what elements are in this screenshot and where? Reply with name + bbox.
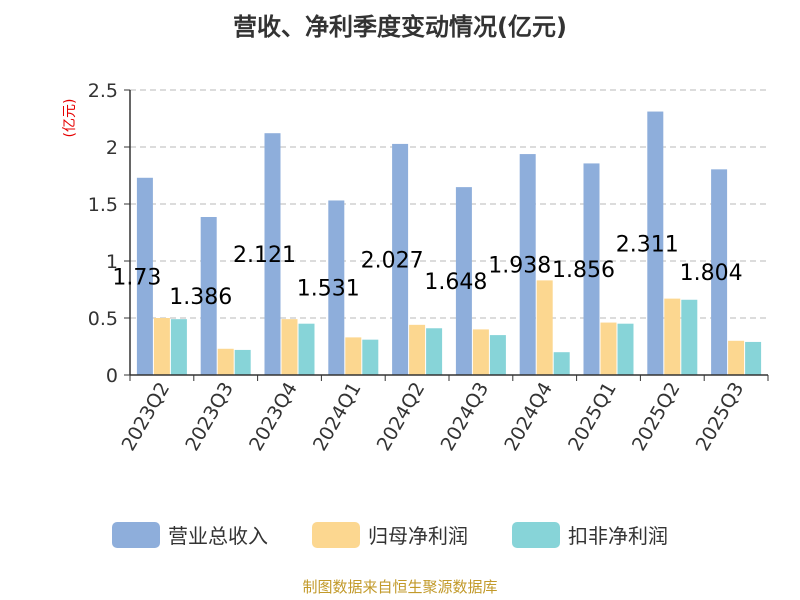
x-tick-label: 2024Q2 — [373, 379, 430, 455]
y-tick-label: 0 — [106, 365, 118, 387]
bar-series-1-2025Q2[interactable] — [664, 298, 681, 375]
bar-series-2-2023Q3[interactable] — [234, 349, 251, 375]
bar-series-1-2023Q2[interactable] — [153, 318, 170, 375]
data-label: 1.531 — [297, 277, 360, 302]
bar-series-2-2023Q2[interactable] — [170, 319, 187, 375]
legend-swatch — [312, 522, 360, 548]
bar-series-2-2024Q1[interactable] — [362, 339, 379, 375]
bar-series-2-2025Q3[interactable] — [745, 341, 762, 375]
bar-series-1-2024Q1[interactable] — [345, 337, 362, 375]
legend-swatch — [512, 522, 560, 548]
x-tick-label: 2025Q3 — [692, 379, 749, 455]
bar-series-0-2024Q2[interactable] — [392, 143, 409, 375]
data-label: 1.804 — [680, 261, 743, 286]
data-label: 1.386 — [169, 285, 232, 310]
y-tick-label: 0.5 — [88, 308, 118, 330]
legend-item-1[interactable]: 归母净利润 — [312, 522, 468, 548]
data-label: 1.73 — [112, 265, 161, 290]
x-tick-label: 2025Q1 — [564, 379, 621, 455]
bars — [136, 111, 762, 376]
bar-series-0-2024Q3[interactable] — [455, 187, 472, 375]
bar-series-2-2025Q2[interactable] — [681, 299, 698, 375]
data-label: 2.311 — [616, 232, 679, 257]
data-label: 1.938 — [488, 254, 551, 279]
bar-series-2-2023Q4[interactable] — [298, 323, 315, 375]
bar-series-1-2025Q3[interactable] — [728, 340, 745, 375]
data-label: 1.648 — [424, 270, 487, 295]
legend-item-2[interactable]: 扣非净利润 — [512, 522, 668, 548]
bar-series-1-2025Q1[interactable] — [600, 322, 617, 375]
y-axis-unit-label: (亿元) — [62, 99, 78, 138]
chart-title: 营收、净利季度变动情况(亿元) — [233, 13, 567, 41]
y-tick-label: 2.5 — [88, 80, 118, 102]
legend-item-0[interactable]: 营业总收入 — [112, 522, 268, 548]
bar-series-0-2024Q1[interactable] — [328, 200, 345, 375]
x-tick-label: 2023Q2 — [117, 379, 174, 455]
y-tick-label: 2 — [106, 137, 118, 159]
footer-source: 制图数据来自恒生聚源数据库 — [302, 578, 497, 596]
bar-series-0-2023Q4[interactable] — [264, 133, 281, 375]
bar-series-0-2023Q3[interactable] — [200, 216, 217, 375]
data-label: 2.027 — [361, 248, 424, 273]
bar-series-1-2023Q4[interactable] — [281, 319, 298, 375]
bar-series-0-2025Q2[interactable] — [647, 111, 664, 376]
legend-label: 扣非净利润 — [568, 524, 668, 548]
bar-series-1-2023Q3[interactable] — [217, 348, 234, 375]
data-label: 2.121 — [233, 243, 296, 268]
bar-series-0-2024Q4[interactable] — [519, 154, 536, 375]
legend-label: 归母净利润 — [368, 524, 468, 548]
bar-series-1-2024Q4[interactable] — [536, 280, 553, 375]
bar-series-2-2024Q2[interactable] — [426, 328, 443, 375]
bar-series-2-2025Q1[interactable] — [617, 323, 634, 375]
x-tick-label: 2024Q4 — [500, 379, 557, 455]
bar-series-1-2024Q2[interactable] — [409, 324, 426, 375]
bar-series-2-2024Q3[interactable] — [489, 335, 506, 375]
bar-series-1-2024Q3[interactable] — [472, 329, 489, 375]
y-tick-label: 1 — [106, 251, 118, 273]
bar-series-0-2025Q1[interactable] — [583, 163, 600, 375]
bar-series-0-2023Q2[interactable] — [136, 177, 153, 375]
x-tick-label: 2025Q2 — [628, 379, 685, 455]
y-tick-label: 1.5 — [88, 194, 118, 216]
bar-series-0-2025Q3[interactable] — [711, 169, 728, 375]
x-tick-label: 2024Q3 — [436, 379, 493, 455]
x-tick-label: 2023Q4 — [245, 379, 302, 455]
legend-label: 营业总收入 — [168, 524, 268, 548]
x-tick-label: 2024Q1 — [309, 379, 366, 455]
legend-swatch — [112, 522, 160, 548]
bar-series-2-2024Q4[interactable] — [553, 352, 570, 375]
x-tick-label: 2023Q3 — [181, 379, 238, 455]
legend[interactable]: 营业总收入 归母净利润 扣非净利润 — [112, 522, 668, 548]
data-label: 1.856 — [552, 258, 615, 283]
